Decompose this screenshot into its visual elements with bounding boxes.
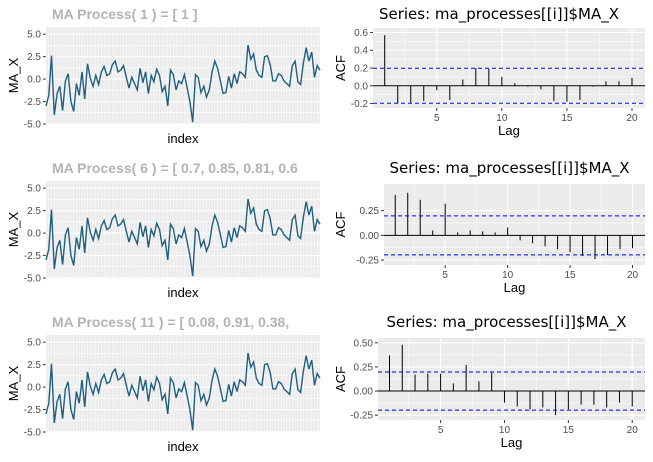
chart-title: Series: ma_processes[[i]]$MA_X (379, 5, 619, 24)
ts-panel-2: MA Process( 6 ) = [ 0.7, 0.85, 0.81, 0.6… (6, 160, 321, 300)
x-tick-label: 20 (627, 425, 639, 436)
x-tick-label: 15 (561, 113, 573, 124)
y-tick-label: -0.25 (356, 256, 379, 267)
x-tick-label: 5 (434, 113, 440, 124)
x-axis-label: Lag (501, 435, 523, 450)
y-tick-label: 2.5 (27, 206, 41, 217)
y-tick-label: 0.4 (354, 46, 368, 57)
x-axis-label: index (167, 285, 199, 300)
x-axis-label: Lag (498, 123, 520, 138)
x-tick-label: 10 (499, 425, 511, 436)
y-tick-label: 0.6 (354, 28, 368, 39)
x-axis-label: index (167, 439, 199, 454)
y-tick-label: 2.5 (27, 360, 41, 371)
series-line (45, 44, 321, 123)
x-tick-label: 10 (496, 113, 508, 124)
x-tick-label: 20 (627, 270, 639, 281)
y-tick-label: -2.5 (24, 405, 42, 416)
y-tick-label: 0.0 (27, 383, 41, 394)
y-tick-label: 0.25 (360, 206, 380, 217)
chart-title: Series: ma_processes[[i]]$MA_X (389, 159, 629, 178)
panel-background (46, 27, 320, 124)
y-tick-label: 5.0 (27, 184, 41, 195)
x-tick-label: 5 (442, 270, 448, 281)
x-tick-label: 5 (438, 425, 444, 436)
chart-title: Series: ma_processes[[i]]$MA_X (386, 313, 626, 332)
y-axis-label: ACF (333, 366, 348, 392)
ts-panel-1: MA Process( 1 ) = [ 1 ] -5.0 -2.5 0.0 2.5 5.0… (6, 6, 321, 146)
chart-title: MA Process( 11 ) = [ 0.08, 0.91, 0.38, (52, 314, 289, 330)
y-tick-label: 0.00 (354, 387, 374, 398)
y-tick-label: -0.2 (351, 99, 369, 110)
acf-panel-3: Series: ma_processes[[i]]$MA_X 0.50 0.25 0.… (333, 313, 645, 450)
y-axis-label: MA_X (6, 365, 21, 401)
acf-panel-2: Series: ma_processes[[i]]$MA_X 0.25 0.00 -0… (333, 159, 645, 295)
y-axis-label: MA_X (6, 57, 21, 93)
y-tick-label: 0.0 (27, 75, 41, 86)
y-tick-label: 0.2 (354, 64, 368, 75)
panel-background (46, 335, 320, 432)
y-axis-label: ACF (333, 211, 348, 237)
y-tick-label: 0.0 (354, 81, 368, 92)
y-tick-label: -2.5 (24, 251, 42, 262)
x-tick-label: 15 (565, 270, 577, 281)
x-tick-label: 15 (563, 425, 575, 436)
x-tick-label: 10 (502, 270, 514, 281)
y-tick-label: 0.00 (360, 231, 380, 242)
ts-panel-3: MA Process( 11 ) = [ 0.08, 0.91, 0.38, -5… (6, 314, 321, 454)
y-axis-label: MA_X (6, 211, 21, 247)
y-tick-label: 0.0 (27, 229, 41, 240)
y-tick-label: -0.25 (350, 411, 373, 422)
y-tick-label: 0.25 (354, 362, 374, 373)
y-tick-label: -2.5 (24, 97, 42, 108)
y-tick-label: 0.50 (354, 338, 374, 349)
chart-title: MA Process( 6 ) = [ 0.7, 0.85, 0.81, 0.6 (52, 160, 298, 176)
y-tick-label: -5.0 (24, 274, 42, 285)
series-line (45, 198, 321, 277)
x-tick-label: 20 (626, 113, 638, 124)
y-tick-label: 5.0 (27, 338, 41, 349)
x-axis-label: index (167, 131, 199, 146)
y-tick-label: -5.0 (24, 120, 42, 131)
chart-title: MA Process( 1 ) = [ 1 ] (52, 6, 197, 22)
acf-panel-1: Series: ma_processes[[i]]$MA_X 0.6 0.4 0.2 0… (333, 5, 645, 138)
y-tick-label: 2.5 (27, 52, 41, 63)
y-axis-label: ACF (333, 55, 348, 81)
panel-background (384, 184, 645, 265)
series-line (45, 352, 321, 431)
x-axis-label: Lag (504, 280, 526, 295)
y-tick-label: 5.0 (27, 30, 41, 41)
y-tick-label: -5.0 (24, 428, 42, 439)
panel-background (46, 181, 320, 278)
